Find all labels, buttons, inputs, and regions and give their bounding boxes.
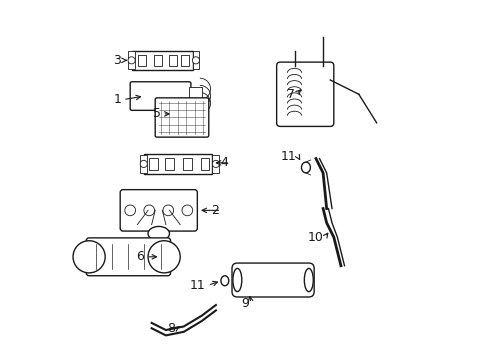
Bar [183, 158, 191, 170]
FancyBboxPatch shape [120, 190, 197, 231]
FancyBboxPatch shape [130, 82, 190, 111]
Bar [140, 155, 147, 173]
Bar [181, 55, 189, 66]
Bar [189, 87, 201, 105]
Text: 7: 7 [286, 88, 294, 101]
Circle shape [140, 160, 147, 167]
Text: 9: 9 [241, 297, 248, 310]
Circle shape [143, 205, 154, 216]
Ellipse shape [148, 226, 169, 241]
Circle shape [192, 57, 199, 64]
Text: 3: 3 [113, 54, 121, 67]
Circle shape [212, 160, 219, 167]
Text: 10: 10 [306, 231, 323, 244]
Circle shape [124, 205, 135, 216]
Bar [138, 55, 146, 66]
Circle shape [148, 241, 180, 273]
FancyBboxPatch shape [86, 238, 170, 276]
Text: 11: 11 [190, 279, 205, 292]
Bar [154, 55, 162, 66]
Ellipse shape [304, 269, 313, 292]
Text: 5: 5 [152, 107, 160, 120]
Ellipse shape [301, 162, 310, 173]
Bar [164, 158, 173, 170]
Text: 11: 11 [280, 150, 296, 163]
Bar [128, 51, 135, 69]
Bar [200, 158, 209, 170]
FancyBboxPatch shape [231, 263, 313, 297]
Text: 1: 1 [113, 93, 121, 106]
Text: 8: 8 [166, 322, 175, 335]
Ellipse shape [232, 269, 242, 292]
Bar [144, 154, 212, 174]
Bar [192, 51, 199, 69]
Bar [168, 55, 176, 66]
Circle shape [128, 57, 135, 64]
Bar [212, 155, 219, 173]
Bar [132, 50, 192, 70]
FancyBboxPatch shape [155, 98, 208, 137]
Ellipse shape [221, 276, 228, 286]
Text: 4: 4 [220, 156, 228, 169]
Circle shape [73, 241, 105, 273]
FancyBboxPatch shape [276, 62, 333, 126]
Bar [148, 158, 157, 170]
Circle shape [182, 205, 192, 216]
Text: 2: 2 [211, 204, 219, 217]
Text: 6: 6 [136, 250, 144, 263]
Circle shape [163, 205, 173, 216]
